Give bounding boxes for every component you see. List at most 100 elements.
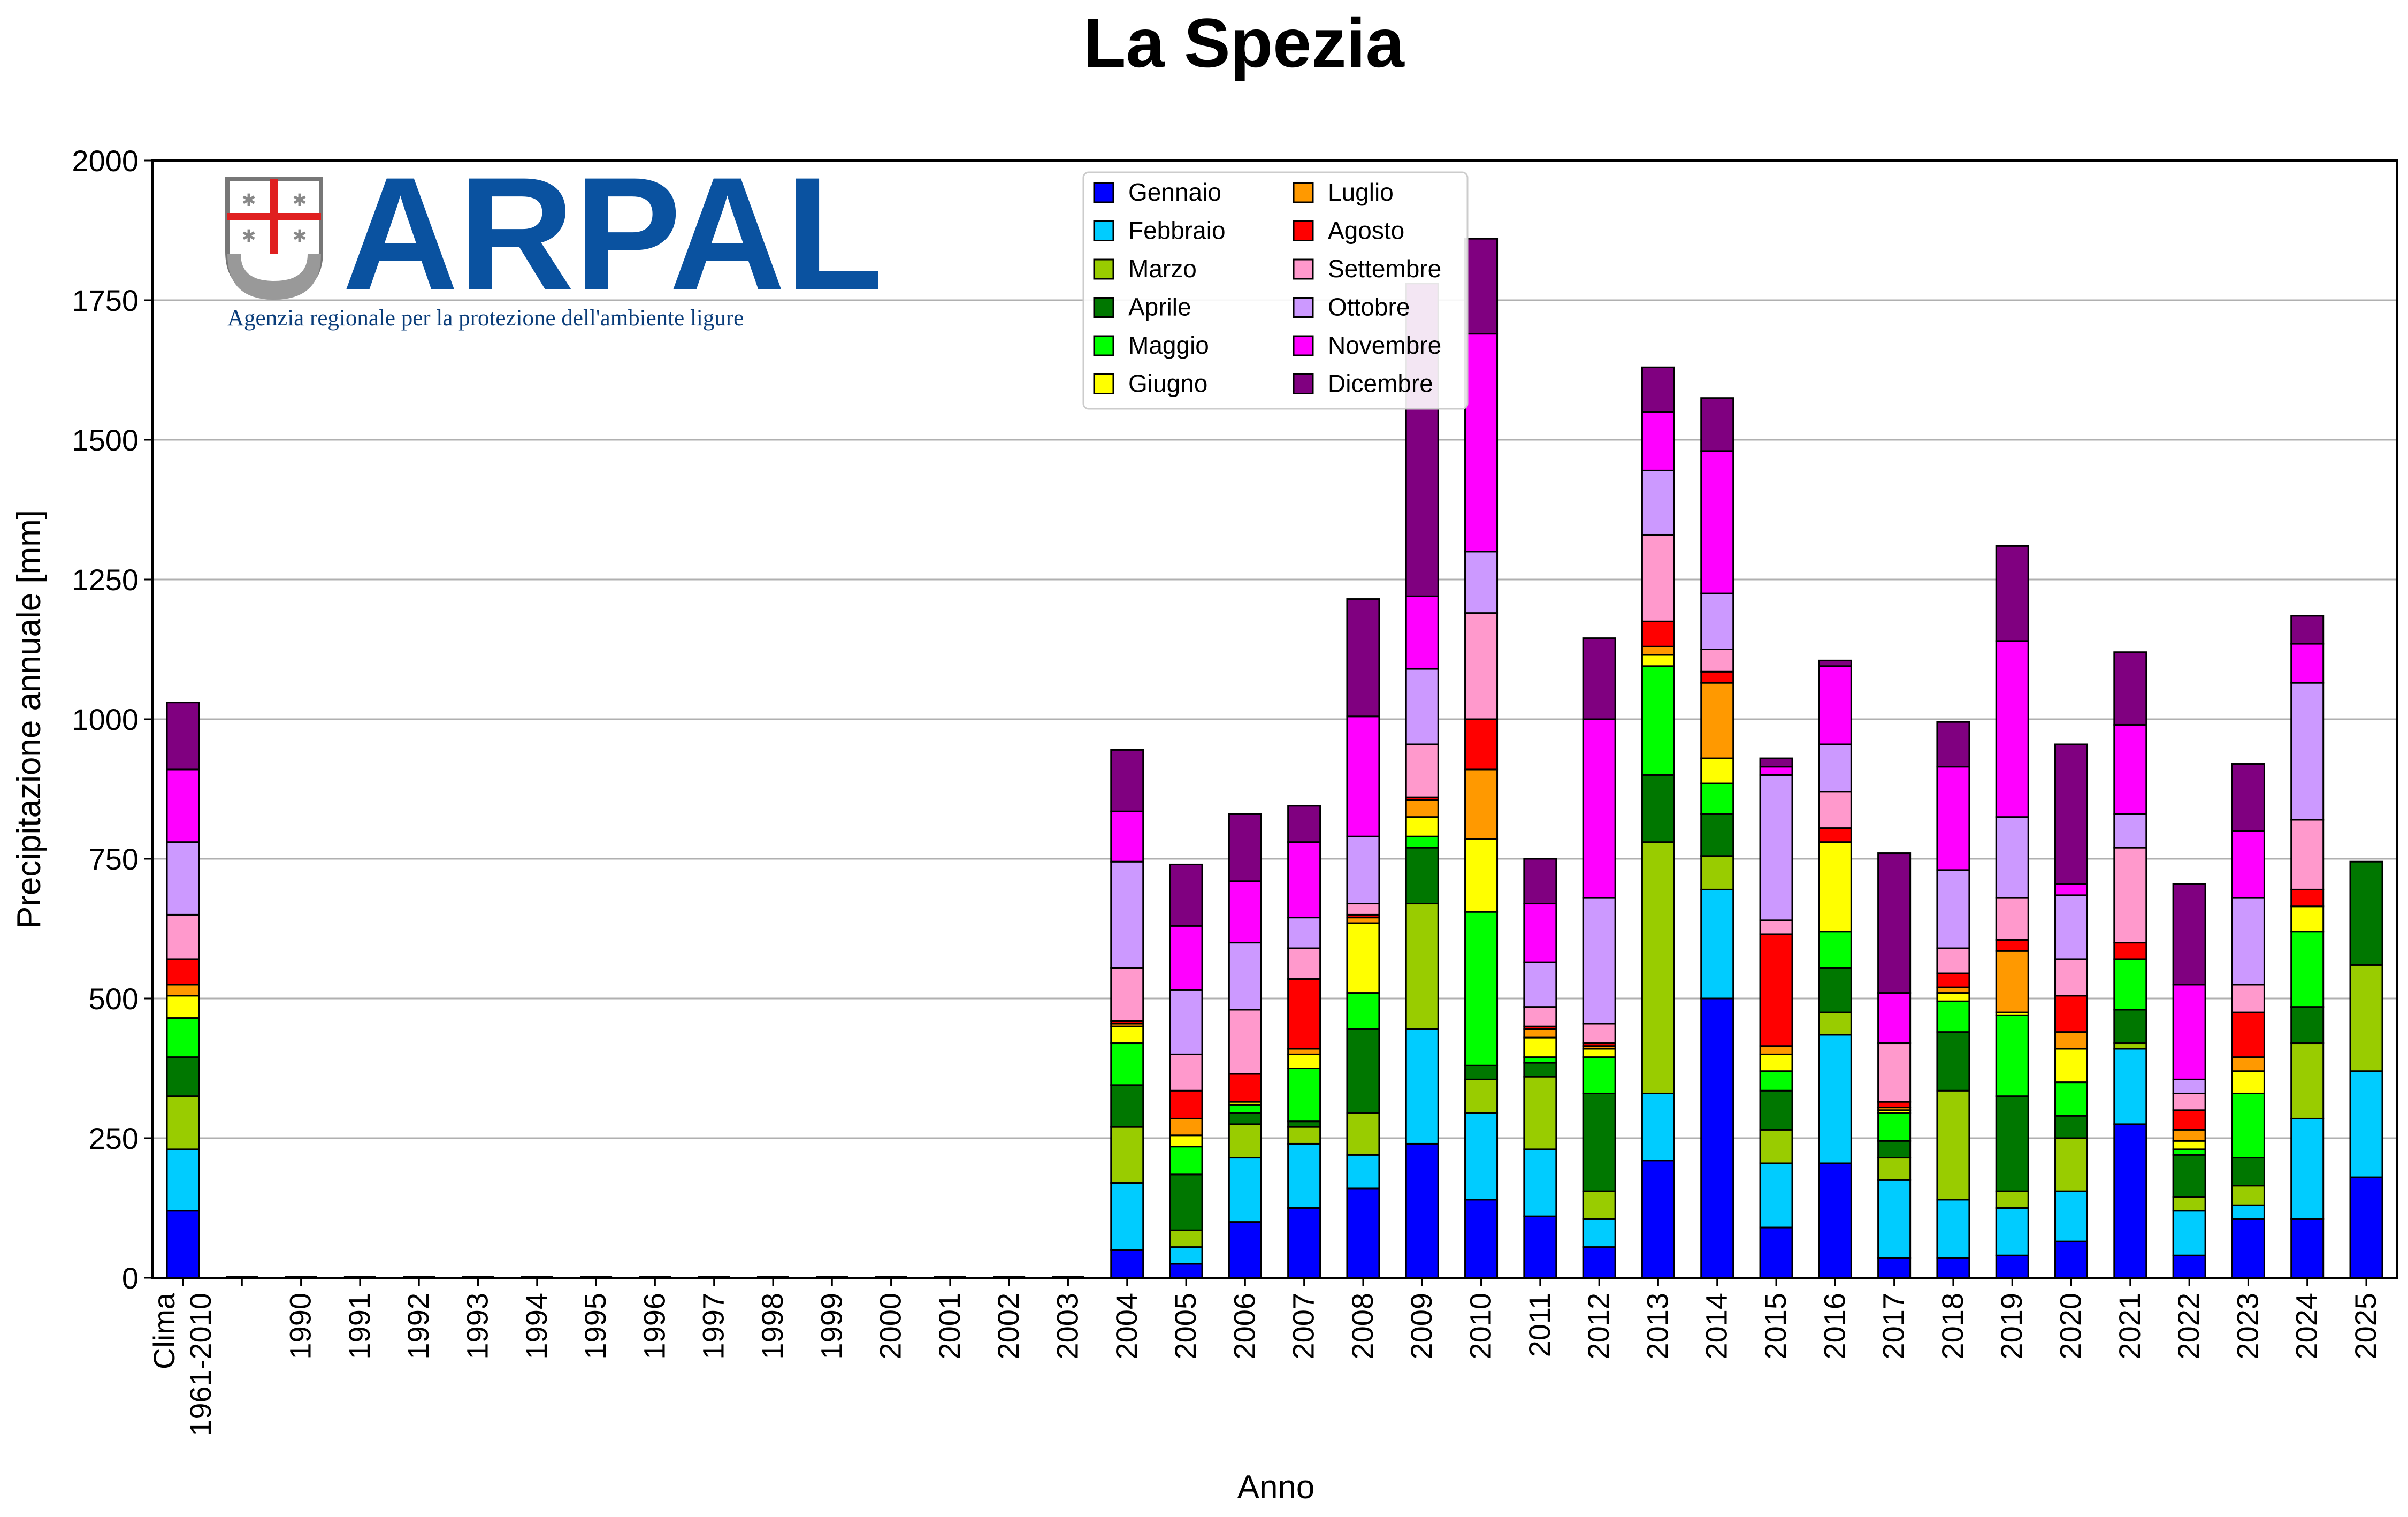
bar-segment	[2231, 1092, 2265, 1159]
bar-segment	[1818, 967, 1852, 1013]
bar-segment	[2054, 1031, 2089, 1050]
legend-label: Gennaio	[1128, 178, 1221, 206]
bar-segment	[1346, 1187, 1380, 1279]
bar-segment	[1700, 888, 1734, 1000]
x-tick-label: 1994	[519, 1293, 553, 1360]
bar-segment	[1700, 757, 1734, 784]
x-tick-label: 2006	[1227, 1293, 1261, 1360]
x-tick-label: 2002	[991, 1293, 1025, 1360]
x-tick-label: 1990	[284, 1293, 317, 1360]
x-tick-label-line: 2004	[1110, 1293, 1143, 1360]
bar-segment	[1582, 637, 1616, 720]
bar-segment	[166, 913, 200, 960]
bar-segment	[2172, 1196, 2206, 1212]
bar-segment	[2054, 1190, 2089, 1242]
bar-segment	[1169, 1089, 1203, 1119]
x-tick-label-line: 2014	[1700, 1293, 1733, 1360]
x-tick-label-line: 1993	[460, 1293, 494, 1360]
bar-segment	[1818, 827, 1852, 843]
bar-segment	[2290, 931, 2325, 1008]
bar-segment	[1818, 1011, 1852, 1036]
bar-segment	[1995, 897, 2029, 941]
bar-segment	[1641, 1160, 1675, 1279]
x-tick-label-line: 2005	[1168, 1293, 1202, 1360]
bar-segment	[1877, 1179, 1912, 1259]
bar-segment	[1228, 1221, 1262, 1279]
bar-segment	[2113, 1042, 2147, 1050]
bar-segment	[1759, 766, 1793, 776]
bar-segment	[166, 1056, 200, 1097]
x-tick-label: 1992	[401, 1293, 435, 1360]
bar-segment	[1582, 718, 1616, 899]
bar-segment	[1464, 551, 1499, 614]
bar-segment	[2113, 1048, 2147, 1125]
x-tick-label-line: 2009	[1404, 1293, 1438, 1360]
bar-segment	[2054, 1137, 2089, 1192]
x-tick-label: 2011	[1523, 1293, 1556, 1357]
bar-segment	[1700, 813, 1734, 857]
liguria-shield-icon: ✱ ✱ ✱ ✱	[225, 177, 323, 300]
bar-segment	[2290, 643, 2325, 684]
bar-segment	[1464, 1112, 1499, 1201]
x-tick-label-line: 1996	[637, 1293, 671, 1360]
bar-segment	[1877, 1257, 1912, 1279]
bar-segment	[1700, 397, 1734, 452]
bar-segment	[1641, 841, 1675, 1094]
bar-segment	[166, 1095, 200, 1150]
bar-segment	[2172, 1140, 2206, 1150]
x-tick-label: 2019	[1994, 1293, 2028, 1360]
y-tick-label: 250	[89, 1122, 139, 1155]
bar-segment	[2349, 964, 2383, 1072]
bar-segment	[1169, 1117, 1203, 1137]
bar-segment	[1759, 757, 1793, 768]
bar-segment	[2054, 995, 2089, 1033]
bar-segment	[1346, 835, 1380, 905]
legend-label: Giugno	[1128, 370, 1207, 398]
bar-segment	[1818, 665, 1852, 745]
bar-segment	[1169, 1053, 1203, 1092]
bar-segment	[166, 958, 200, 986]
bar-segment	[1228, 1073, 1262, 1103]
x-tick-label-line: 2015	[1759, 1293, 1792, 1360]
bar-segment	[1228, 1009, 1262, 1075]
bar-segment	[1759, 774, 1793, 921]
x-tick-label-line: 1998	[755, 1293, 789, 1360]
x-tick-label: Clima 1961-2010	[147, 1292, 217, 1436]
bar-segment	[1700, 649, 1734, 673]
bar-segment	[166, 1148, 200, 1212]
legend-swatch	[1093, 258, 1114, 280]
bar-segment	[2290, 888, 2325, 908]
bar-segment	[1641, 665, 1675, 776]
bar-segment	[1523, 961, 1557, 1008]
legend-label: Dicembre	[1328, 370, 1433, 398]
bar-segment	[1287, 841, 1321, 919]
svg-text:✱: ✱	[242, 190, 256, 210]
x-tick-label-line: 2011	[1523, 1293, 1556, 1357]
bar-segment	[1877, 1042, 1912, 1103]
legend-swatch	[1093, 182, 1114, 203]
x-tick-label-line: 2010	[1464, 1293, 1497, 1360]
bar-segment	[1936, 986, 1970, 994]
bar-segment	[1464, 1078, 1499, 1114]
bar-segment	[2290, 905, 2325, 933]
bar-segment	[2113, 1009, 2147, 1045]
bar-segment	[1582, 1048, 1616, 1058]
x-tick-label: 2004	[1110, 1293, 1143, 1360]
bar-segment	[1464, 1199, 1499, 1279]
bar-segment	[1995, 950, 2029, 1013]
bar-segment	[2349, 1070, 2383, 1178]
bar-segment	[1759, 1129, 1793, 1164]
bar-segment	[2231, 1056, 2265, 1072]
bar-segment	[1582, 1023, 1616, 1045]
bar-segment	[1641, 774, 1675, 843]
bar-segment	[1405, 1028, 1439, 1145]
x-tick-label: 1996	[637, 1293, 671, 1360]
bar-segment	[1877, 852, 1912, 994]
bar-segment	[1936, 1000, 1970, 1033]
bar-segment	[1700, 592, 1734, 650]
bar-segment	[1405, 1142, 1439, 1279]
legend-swatch	[1093, 297, 1114, 318]
x-tick-label-line: 1994	[519, 1293, 553, 1360]
bar-segment	[2054, 883, 2089, 896]
bar-segment	[2172, 1154, 2206, 1198]
